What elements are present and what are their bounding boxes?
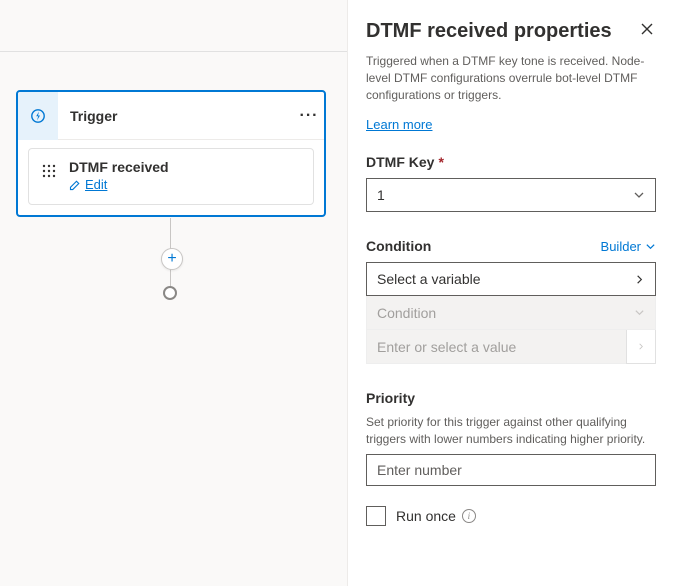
chevron-right-icon <box>634 274 645 285</box>
chevron-right-icon <box>637 341 645 352</box>
chevron-down-icon <box>645 241 656 252</box>
canvas-divider <box>0 51 347 52</box>
bolt-icon <box>18 92 58 140</box>
condition-builder: Select a variable Condition Enter or sel… <box>366 262 656 364</box>
trigger-card[interactable]: Trigger ··· <box>16 90 326 217</box>
keypad-icon <box>41 163 57 182</box>
panel-description: Triggered when a DTMF key tone is receiv… <box>366 53 656 103</box>
info-icon[interactable]: i <box>462 509 476 523</box>
priority-description: Set priority for this trigger against ot… <box>366 414 656 448</box>
condition-operator-placeholder: Condition <box>377 305 436 321</box>
priority-input[interactable] <box>366 454 656 486</box>
condition-variable-placeholder: Select a variable <box>377 271 481 287</box>
add-node-button[interactable]: + <box>161 248 183 270</box>
condition-value-input: Enter or select a value <box>366 330 626 364</box>
run-once-label: Run once i <box>396 508 476 524</box>
edit-link[interactable]: Edit <box>69 177 107 192</box>
dtmf-key-select[interactable]: 1 <box>366 178 656 212</box>
trigger-body: DTMF received Edit <box>18 140 324 215</box>
more-menu-icon[interactable]: ··· <box>294 107 324 125</box>
dtmf-key-value: 1 <box>377 187 385 203</box>
edit-label: Edit <box>85 177 107 192</box>
learn-more-link[interactable]: Learn more <box>366 117 432 132</box>
close-icon <box>640 22 654 36</box>
plus-icon: + <box>167 250 176 268</box>
condition-variable-select[interactable]: Select a variable <box>366 262 656 296</box>
close-button[interactable] <box>638 20 656 42</box>
properties-panel: DTMF received properties Triggered when … <box>347 0 674 586</box>
required-mark: * <box>438 154 443 170</box>
trigger-node-dtmf[interactable]: DTMF received Edit <box>28 148 314 205</box>
end-node-icon <box>163 286 177 300</box>
pencil-icon <box>69 179 81 191</box>
builder-label: Builder <box>601 239 641 254</box>
condition-operator-select: Condition <box>366 296 656 330</box>
builder-toggle[interactable]: Builder <box>601 239 656 254</box>
trigger-title: Trigger <box>58 108 294 124</box>
trigger-node-title: DTMF received <box>69 159 301 175</box>
condition-value-picker <box>626 330 656 364</box>
run-once-checkbox[interactable] <box>366 506 386 526</box>
flow-canvas: Trigger ··· <box>0 0 347 586</box>
panel-title: DTMF received properties <box>366 20 612 43</box>
condition-value-placeholder: Enter or select a value <box>377 339 516 355</box>
chevron-down-icon <box>633 189 645 201</box>
dtmf-key-label: DTMF Key * <box>366 154 656 170</box>
priority-label: Priority <box>366 390 656 406</box>
trigger-header: Trigger ··· <box>18 92 324 140</box>
chevron-down-icon <box>634 307 645 318</box>
condition-label: Condition <box>366 238 431 254</box>
